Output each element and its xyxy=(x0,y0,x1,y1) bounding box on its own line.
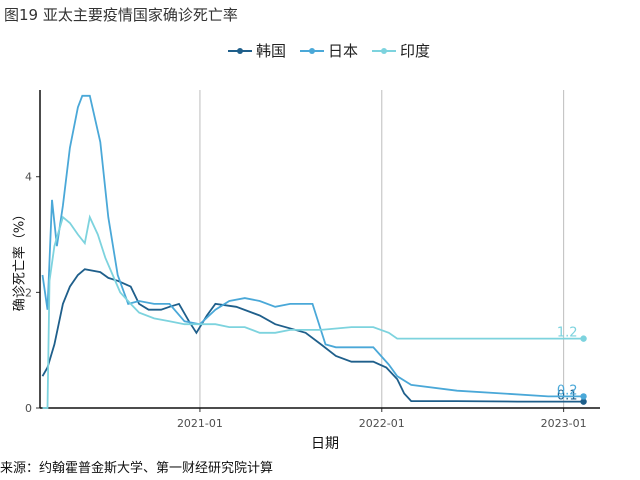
x-tick-label-0: 2021-01 xyxy=(177,417,223,430)
series-line-0 xyxy=(41,268,584,403)
series-line-2 xyxy=(42,214,584,409)
source-caption: 来源：约翰霍普金斯大学、第一财经研究院计算 xyxy=(0,461,274,476)
figure-title: 图19 亚太主要疫情国家确诊死亡率 xyxy=(4,6,238,24)
chart-legend: 韩国 日本 印度 xyxy=(228,40,430,61)
legend-label-japan: 日本 xyxy=(328,42,359,60)
legend-label-korea: 韩国 xyxy=(256,42,287,60)
y-tick-label-1: 2 xyxy=(25,286,32,299)
y-tick-label-2: 4 xyxy=(25,171,32,184)
legend-key-india xyxy=(372,47,397,54)
series-endpoint-1 xyxy=(580,393,587,400)
legend-item-india: 印度 xyxy=(372,40,430,61)
x-axis-label: 日期 xyxy=(311,436,339,452)
series-endpoint-2 xyxy=(580,335,587,342)
y-axis-label: 确诊死亡率（%） xyxy=(12,207,28,312)
legend-label-india: 印度 xyxy=(400,42,431,60)
legend-item-japan: 日本 xyxy=(300,40,358,61)
legend-item-korea: 韩国 xyxy=(228,40,286,61)
legend-key-japan xyxy=(300,47,325,54)
series-line-1 xyxy=(41,94,584,398)
x-tick-label-2: 2023-01 xyxy=(541,417,587,430)
series-endpoint-0 xyxy=(580,398,587,405)
series-end-label-2: 1.2 xyxy=(557,326,578,341)
legend-key-korea xyxy=(228,47,252,54)
y-tick-label-0: 0 xyxy=(25,402,32,415)
series-end-label-1: 0.2 xyxy=(557,383,578,398)
x-tick-label-1: 2022-01 xyxy=(359,417,405,430)
